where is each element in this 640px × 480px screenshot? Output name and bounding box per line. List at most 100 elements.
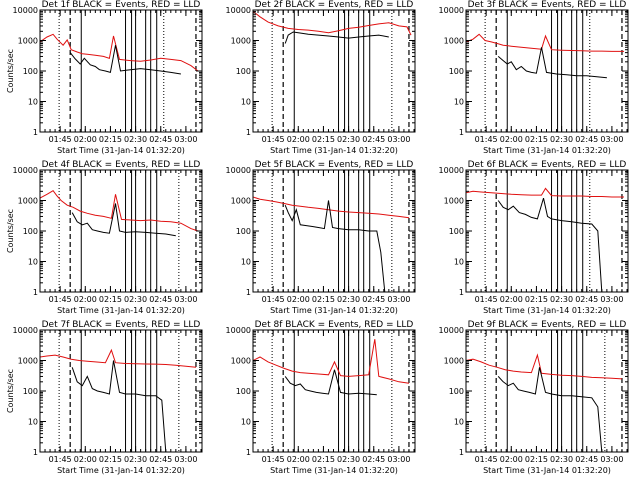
x-tick-label: 01:45: [262, 295, 285, 304]
events-series-line: [284, 369, 377, 396]
y-tick-label: 1: [33, 128, 38, 137]
y-tick-label: 100: [449, 387, 464, 396]
x-axis-ticks: 01:45 02:00 02:15 02:30 02:45 03:00: [44, 170, 202, 304]
y-axis-ticks: 1 10 100 1000 10000: [226, 6, 415, 137]
y-axis-ticks: 1 10 100 1000 10000: [439, 326, 628, 457]
x-tick-label: 02:45: [575, 135, 598, 144]
plot-title: Det 7f BLACK = Events, RED = LLD: [42, 320, 201, 330]
x-axis-label: Start Time (31-Jan-14 01:32:20): [483, 466, 611, 475]
y-tick-label: 1000: [444, 357, 464, 366]
detector-plot-2: Det 2f BLACK = Events, RED = LLD 1 10 100 10…: [226, 0, 416, 155]
x-tick-label: 02:30: [337, 295, 360, 304]
x-tick-label: 02:00: [287, 295, 310, 304]
x-tick-label: 01:45: [475, 135, 498, 144]
events-series-line: [497, 367, 603, 452]
x-tick-label: 03:00: [600, 135, 623, 144]
plot-series: [40, 33, 199, 75]
lld-series-line: [40, 190, 199, 232]
y-axis-label: Counts/sec: [6, 49, 15, 93]
y-tick-label: 100: [236, 387, 251, 396]
y-tick-label: 1: [246, 128, 251, 137]
x-tick-label: 01:45: [49, 455, 72, 464]
plot-series: [466, 33, 624, 79]
detector-plot-1: Det 1f BLACK = Events, RED = LLD 1 10 100 10…: [6, 0, 203, 155]
lld-series-line: [253, 196, 410, 219]
y-tick-label: 1000: [444, 37, 464, 46]
x-tick-label: 03:00: [387, 135, 410, 144]
x-tick-label: 02:30: [550, 455, 573, 464]
events-series-line: [284, 31, 389, 44]
x-tick-label: 02:00: [74, 295, 97, 304]
x-axis-ticks: 01:45 02:00 02:15 02:30 02:45 03:00: [470, 10, 628, 144]
y-tick-label: 1: [459, 128, 464, 137]
y-tick-label: 1000: [231, 197, 251, 206]
x-tick-label: 02:45: [362, 135, 385, 144]
x-tick-label: 02:45: [362, 455, 385, 464]
y-tick-label: 100: [236, 67, 251, 76]
y-tick-label: 100: [23, 387, 38, 396]
x-tick-label: 02:15: [99, 135, 122, 144]
x-tick-label: 02:30: [124, 135, 147, 144]
y-tick-label: 10: [28, 98, 38, 107]
marker-lines: [484, 170, 623, 292]
x-tick-label: 03:00: [174, 455, 197, 464]
y-tick-label: 10000: [439, 326, 464, 335]
events-series-line: [71, 203, 176, 237]
detector-plot-4: Det 4f BLACK = Events, RED = LLD 1 10 100 10…: [6, 160, 203, 315]
plot-frame: [465, 9, 629, 133]
y-tick-label: 10000: [13, 166, 38, 175]
y-tick-label: 10000: [226, 6, 251, 15]
x-tick-label: 03:00: [600, 295, 623, 304]
plot-frame: [252, 169, 416, 293]
x-axis-label: Start Time (31-Jan-14 01:32:20): [57, 466, 185, 475]
y-tick-label: 10: [454, 418, 464, 427]
plot-frame: [465, 169, 629, 293]
detector-plot-6: Det 6f BLACK = Events, RED = LLD 1 10 100 10…: [439, 160, 629, 315]
events-series-line: [497, 47, 607, 79]
x-tick-label: 01:45: [262, 135, 285, 144]
y-axis-label: Counts/sec: [6, 209, 15, 253]
x-tick-label: 02:45: [362, 295, 385, 304]
x-axis-label: Start Time (31-Jan-14 01:32:20): [483, 306, 611, 315]
x-tick-label: 02:30: [550, 135, 573, 144]
x-tick-label: 03:00: [174, 135, 197, 144]
y-tick-label: 10: [241, 418, 251, 427]
y-tick-label: 1000: [231, 37, 251, 46]
plot-title: Det 4f BLACK = Events, RED = LLD: [42, 160, 201, 170]
lld-series-line: [253, 339, 410, 384]
y-tick-label: 10: [241, 258, 251, 267]
marker-lines: [58, 10, 197, 132]
y-tick-label: 1: [33, 448, 38, 457]
y-tick-label: 10: [241, 98, 251, 107]
y-tick-label: 1000: [18, 37, 38, 46]
y-tick-label: 100: [449, 227, 464, 236]
x-tick-label: 02:00: [74, 135, 97, 144]
plot-title: Det 2f BLACK = Events, RED = LLD: [255, 0, 414, 10]
x-tick-label: 02:30: [337, 455, 360, 464]
lld-series-line: [466, 187, 624, 198]
plot-frame: [465, 329, 629, 453]
y-axis-label: Counts/sec: [6, 369, 15, 413]
marker-lines: [271, 170, 410, 292]
detector-plot-7: Det 7f BLACK = Events, RED = LLD 1 10 100 10…: [6, 320, 203, 475]
detector-plot-8: Det 8f BLACK = Events, RED = LLD 1 10 100 10…: [226, 320, 416, 475]
y-tick-label: 1000: [18, 357, 38, 366]
x-tick-label: 02:15: [525, 295, 548, 304]
y-tick-label: 10000: [439, 6, 464, 15]
y-tick-label: 1: [246, 448, 251, 457]
x-axis-label: Start Time (31-Jan-14 01:32:20): [483, 146, 611, 155]
plot-series: [466, 353, 623, 452]
x-tick-label: 02:45: [149, 455, 172, 464]
plot-title: Det 8f BLACK = Events, RED = LLD: [255, 320, 414, 330]
y-axis-ticks: 1 10 100 1000 10000: [226, 326, 415, 457]
x-axis-ticks: 01:45 02:00 02:15 02:30 02:45 03:00: [470, 170, 628, 304]
x-tick-label: 02:30: [550, 295, 573, 304]
lld-series-line: [40, 33, 199, 72]
x-tick-label: 03:00: [387, 295, 410, 304]
x-tick-label: 02:30: [124, 295, 147, 304]
lld-series-line: [253, 11, 412, 36]
marker-lines: [484, 330, 623, 452]
plot-series: [466, 187, 624, 292]
y-tick-label: 10: [28, 258, 38, 267]
